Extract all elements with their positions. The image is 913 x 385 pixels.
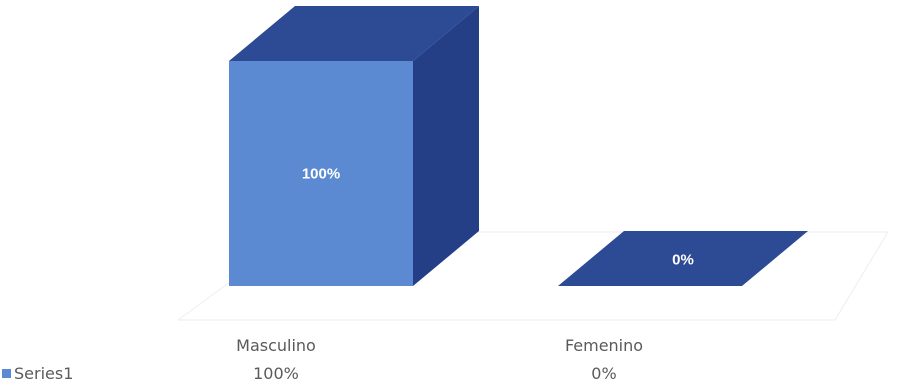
bar-side-masculino [413, 6, 479, 286]
legend-label-series1: Series1 [14, 364, 73, 383]
bar-top-femenino [558, 231, 808, 286]
bar-group [229, 6, 808, 286]
table-value-masculino: 100% [253, 364, 299, 383]
bar-top-masculino [229, 6, 479, 61]
bar-front-masculino [229, 61, 413, 286]
category-label-femenino: Femenino [565, 336, 643, 355]
data-label-femenino: 0% [672, 252, 694, 269]
table-value-femenino: 0% [591, 364, 616, 383]
floor-right-line [834, 231, 889, 321]
bar-femenino [558, 231, 808, 286]
legend-key-series1 [2, 369, 11, 378]
bar-masculino [229, 6, 479, 286]
category-label-masculino: Masculino [236, 336, 316, 355]
data-label-masculino: 100% [302, 166, 340, 183]
data-label-group: 100% 0% [302, 166, 694, 269]
